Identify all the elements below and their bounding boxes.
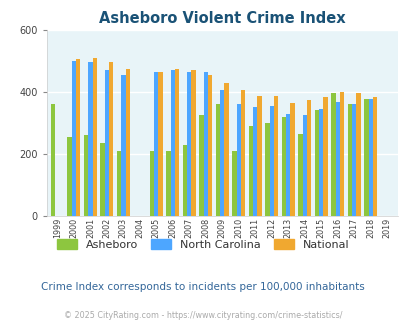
Bar: [356, 93, 360, 216]
Bar: [125, 69, 130, 216]
Bar: [264, 123, 269, 216]
Bar: [121, 75, 125, 216]
Bar: [154, 72, 158, 216]
Bar: [232, 151, 236, 216]
Bar: [175, 69, 179, 216]
Bar: [248, 126, 252, 216]
Bar: [236, 104, 240, 216]
Bar: [182, 145, 187, 216]
Bar: [149, 151, 154, 216]
Bar: [117, 151, 121, 216]
Bar: [252, 107, 257, 216]
Bar: [240, 90, 245, 216]
Bar: [170, 70, 175, 216]
Bar: [109, 62, 113, 216]
Bar: [220, 90, 224, 216]
Bar: [368, 99, 372, 216]
Bar: [339, 92, 343, 216]
Bar: [347, 104, 351, 216]
Bar: [207, 75, 212, 216]
Bar: [281, 117, 286, 216]
Bar: [51, 104, 55, 216]
Bar: [104, 70, 109, 216]
Bar: [166, 151, 170, 216]
Bar: [318, 109, 322, 216]
Bar: [335, 102, 339, 216]
Title: Asheboro Violent Crime Index: Asheboro Violent Crime Index: [99, 11, 345, 26]
Bar: [351, 104, 356, 216]
Bar: [314, 111, 318, 216]
Legend: Asheboro, North Carolina, National: Asheboro, North Carolina, National: [52, 234, 353, 254]
Bar: [330, 93, 335, 216]
Bar: [224, 82, 228, 216]
Bar: [187, 72, 191, 216]
Bar: [67, 137, 72, 216]
Bar: [72, 61, 76, 216]
Bar: [269, 106, 273, 216]
Bar: [302, 115, 306, 216]
Bar: [76, 59, 80, 216]
Bar: [363, 99, 368, 216]
Text: © 2025 CityRating.com - https://www.cityrating.com/crime-statistics/: © 2025 CityRating.com - https://www.city…: [64, 311, 341, 320]
Bar: [92, 58, 96, 216]
Bar: [322, 97, 327, 216]
Bar: [100, 143, 104, 216]
Bar: [215, 104, 220, 216]
Bar: [306, 100, 310, 216]
Bar: [372, 97, 376, 216]
Bar: [84, 135, 88, 216]
Bar: [257, 96, 261, 216]
Bar: [298, 134, 302, 216]
Text: Crime Index corresponds to incidents per 100,000 inhabitants: Crime Index corresponds to incidents per…: [41, 282, 364, 292]
Bar: [191, 70, 195, 216]
Bar: [88, 62, 92, 216]
Bar: [203, 72, 207, 216]
Bar: [286, 114, 290, 216]
Bar: [199, 115, 203, 216]
Bar: [158, 72, 162, 216]
Bar: [273, 96, 277, 216]
Bar: [290, 103, 294, 216]
